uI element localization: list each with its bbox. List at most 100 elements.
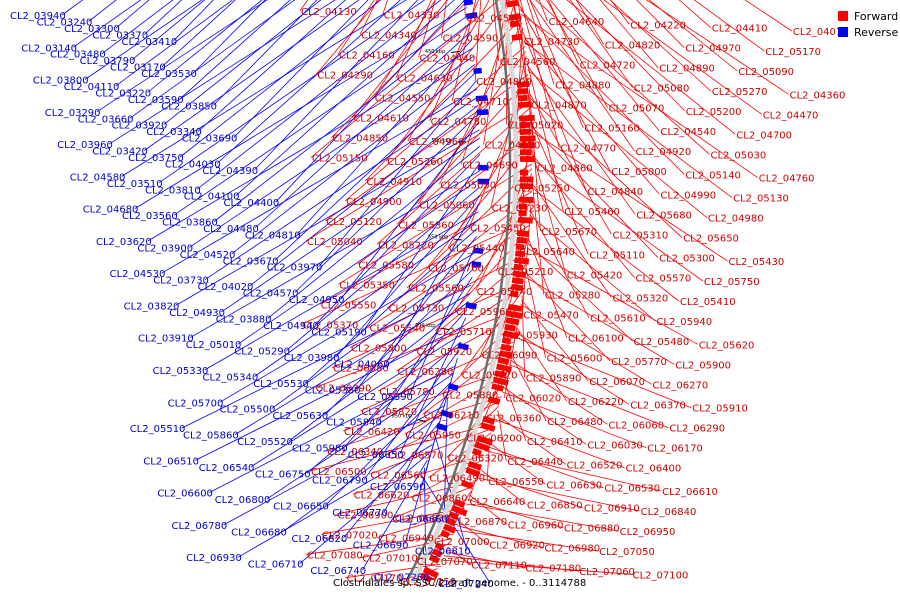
forward-gene-label: CL2_05130 bbox=[733, 194, 789, 205]
reverse-gene-label: CL2_03530 bbox=[141, 69, 197, 80]
reverse-leader-line bbox=[108, 0, 336, 145]
reverse-leader-line bbox=[254, 0, 419, 171]
forward-gene-label: CL2_04620 bbox=[485, 140, 541, 151]
forward-gene-label: CL2_05570 bbox=[636, 274, 692, 285]
forward-gene-label: CL2_06420 bbox=[344, 427, 400, 438]
genome-caption: Clostridiales sp. SSC/2 draft genome. - … bbox=[333, 578, 587, 589]
forward-gene-label: CL2_06560 bbox=[370, 470, 426, 481]
forward-gene-arrow bbox=[519, 149, 532, 156]
reverse-leader-line bbox=[233, 0, 369, 138]
reverse-gene-label: CL2_04950 bbox=[289, 295, 345, 306]
forward-leader-line bbox=[479, 468, 527, 505]
reverse-leader-line bbox=[362, 459, 428, 571]
forward-gene-label: CL2_05030 bbox=[711, 150, 767, 161]
reverse-leader-line bbox=[195, 325, 465, 461]
forward-leader-line bbox=[515, 332, 630, 405]
forward-gene-arrow bbox=[517, 216, 533, 224]
forward-gene-label: CL2_05900 bbox=[675, 360, 731, 371]
forward-leader-line bbox=[447, 546, 471, 565]
forward-gene-label: CL2_06840 bbox=[641, 507, 697, 518]
forward-leader-line bbox=[496, 414, 566, 465]
forward-gene-label: CL2_05090 bbox=[738, 67, 794, 78]
forward-leader-line bbox=[524, 276, 675, 365]
forward-leader-line bbox=[527, 243, 633, 342]
forward-gene-label: CL2_05560 bbox=[408, 284, 464, 295]
forward-gene-arrow bbox=[504, 323, 516, 332]
reverse-leader-line bbox=[189, 55, 475, 248]
forward-gene-label: CL2_05370 bbox=[303, 320, 359, 331]
forward-gene-label: CL2_04330 bbox=[384, 10, 440, 21]
forward-gene-label: CL2_05760 bbox=[428, 264, 484, 275]
forward-gene-arrow bbox=[511, 277, 524, 285]
forward-leader-line bbox=[338, 163, 533, 285]
reverse-gene-label: CL2_05530 bbox=[253, 379, 309, 390]
reverse-gene-label: CL2_03220 bbox=[95, 89, 151, 100]
forward-gene-label: CL2_04440 bbox=[420, 54, 476, 65]
reverse-gene-label: CL2_05380 bbox=[305, 385, 361, 396]
forward-gene-label: CL2_05720 bbox=[462, 370, 518, 381]
reverse-gene-label: CL2_06930 bbox=[186, 553, 242, 564]
forward-gene-label: CL2_04800 bbox=[476, 77, 532, 88]
forward-gene-label: CL2_05460 bbox=[564, 207, 620, 218]
forward-gene-label: CL2_07060 bbox=[579, 567, 635, 578]
forward-gene-label: CL2_04590 bbox=[443, 34, 499, 45]
reverse-gene-arrow bbox=[440, 409, 453, 419]
forward-gene-label: CL2_05080 bbox=[634, 84, 690, 95]
forward-gene-arrow bbox=[491, 383, 505, 392]
reverse-gene-label: CL2_03690 bbox=[182, 134, 238, 145]
reverse-gene-label: CL2_03820 bbox=[124, 302, 180, 313]
forward-gene-label: CL2_04960 bbox=[409, 137, 465, 148]
forward-leader-line bbox=[516, 327, 568, 402]
reverse-leader-line bbox=[304, 227, 478, 384]
forward-gene-arrow bbox=[519, 196, 534, 204]
reverse-gene-label: CL2_03790 bbox=[80, 56, 136, 67]
kbp-tick-label: 650 kbp bbox=[392, 414, 412, 420]
reverse-gene-label: CL2_03420 bbox=[92, 147, 148, 158]
forward-gene-label: CL2_07180 bbox=[525, 564, 581, 575]
reverse-gene-label: CL2_06660 bbox=[392, 515, 448, 526]
forward-gene-arrow bbox=[442, 523, 457, 534]
forward-gene-arrow bbox=[518, 114, 535, 122]
forward-gene-label: CL2_05280 bbox=[545, 290, 601, 301]
forward-gene-label: CL2_04910 bbox=[366, 177, 422, 188]
reverse-leader-line bbox=[271, 260, 475, 410]
forward-leader-line bbox=[531, 158, 704, 282]
forward-gene-arrow bbox=[480, 422, 496, 432]
forward-leader-line bbox=[575, 0, 605, 45]
forward-gene-label: CL2_04360 bbox=[790, 90, 846, 101]
reverse-leader-line bbox=[129, 0, 296, 119]
kbp-tick-mark bbox=[417, 418, 426, 423]
forward-leader-line bbox=[325, 74, 529, 222]
forward-gene-arrow bbox=[498, 350, 513, 359]
reverse-gene-label: CL2_03730 bbox=[153, 276, 209, 287]
forward-leader-line bbox=[393, 486, 474, 519]
forward-gene-label: CL2_06060 bbox=[608, 420, 664, 431]
forward-gene-arrow bbox=[516, 237, 527, 244]
reverse-gene-arrow bbox=[436, 422, 448, 432]
forward-gene-label: CL2_05020 bbox=[508, 120, 564, 131]
reverse-gene-label: CL2_04480 bbox=[203, 224, 259, 235]
forward-gene-label: CL2_05150 bbox=[312, 154, 368, 165]
legend-reverse-label: Reverse bbox=[854, 25, 899, 39]
forward-gene-label: CL2_04220 bbox=[630, 20, 686, 31]
forward-gene-arrow bbox=[507, 303, 523, 312]
forward-leader-line bbox=[337, 0, 375, 55]
forward-gene-label: CL2_05430 bbox=[729, 257, 785, 268]
forward-gene-label: CL2_06480 bbox=[547, 417, 603, 428]
forward-leader-line bbox=[531, 182, 612, 298]
forward-leader-line bbox=[520, 304, 652, 385]
legend-row-forward: Forward bbox=[838, 8, 898, 24]
reverse-leader-line bbox=[221, 137, 480, 313]
reverse-leader-line bbox=[383, 389, 450, 513]
reverse-gene-label: CL2_05700 bbox=[168, 398, 224, 409]
reverse-leader-line bbox=[204, 96, 478, 280]
forward-gene-arrow bbox=[494, 370, 507, 379]
reverse-leader-line bbox=[404, 428, 439, 545]
forward-gene-arrow bbox=[476, 435, 494, 446]
reverse-leader-line bbox=[173, 15, 469, 216]
reverse-leader-line bbox=[209, 365, 456, 493]
forward-gene-arrow bbox=[519, 176, 534, 183]
forward-gene-label: CL2_06400 bbox=[626, 464, 682, 475]
forward-leader-line bbox=[531, 149, 567, 275]
